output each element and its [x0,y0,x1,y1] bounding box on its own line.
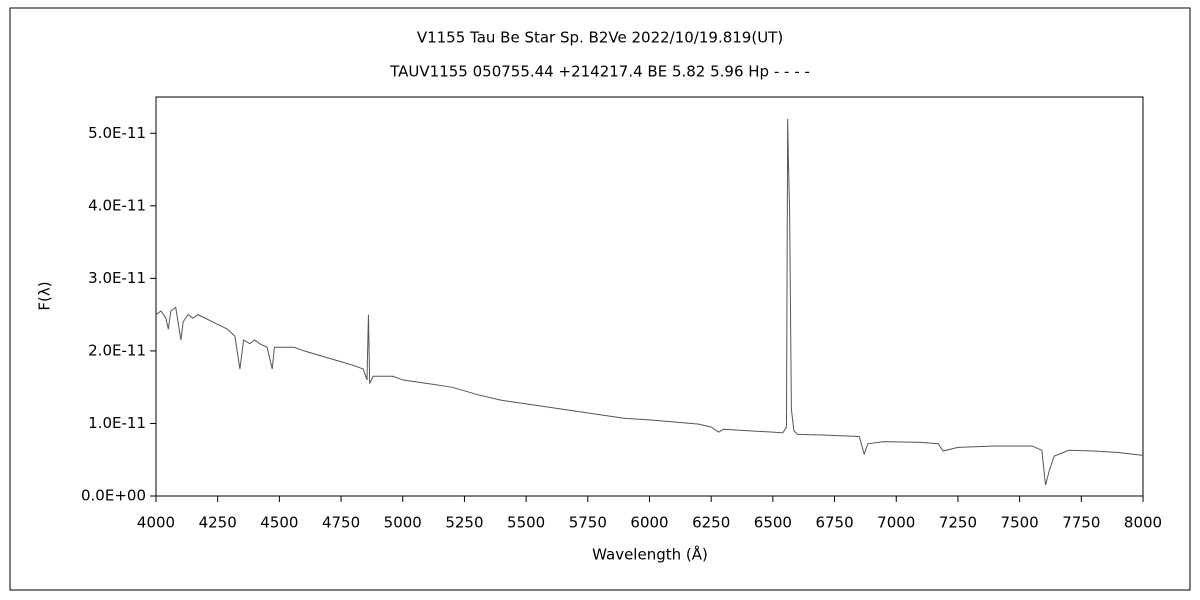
x-tick-label: 4500 [260,514,298,532]
x-tick-label: 7750 [1062,514,1100,532]
x-tick-label: 7000 [877,514,915,532]
spectrum-line [155,118,1144,486]
x-tick-label: 5000 [384,514,422,532]
x-tick-label: 5250 [445,514,483,532]
x-tick-label: 6750 [815,514,853,532]
x-tick-label: 8000 [1124,514,1162,532]
x-tick-label: 5750 [569,514,607,532]
x-tick-label: 7250 [939,514,977,532]
x-tick-label: 4750 [322,514,360,532]
y-tick-label: 4.0E-11 [88,196,146,214]
x-tick-label: 6500 [754,514,792,532]
y-tick-label: 3.0E-11 [88,269,146,287]
x-tick-label: 4000 [137,514,175,532]
x-tick-label: 4250 [199,514,237,532]
x-axis-label: Wavelength (Å) [592,545,708,564]
y-tick-label: 5.0E-11 [88,124,146,142]
chart-subtitle: TAUV1155 050755.44 +214217.4 BE 5.82 5.9… [389,63,810,81]
y-tick-label: 0.0E+00 [81,487,146,505]
x-tick-label: 6000 [630,514,668,532]
y-tick-label: 1.0E-11 [88,414,146,432]
frame [9,7,1191,591]
x-tick-label: 7500 [1001,514,1039,532]
x-tick-label: 6250 [692,514,730,532]
chart-title: V1155 Tau Be Star Sp. B2Ve 2022/10/19.81… [417,29,783,47]
y-axis-label: F(λ) [36,281,54,310]
x-tick-label: 5500 [507,514,545,532]
y-tick-label: 2.0E-11 [88,341,146,359]
